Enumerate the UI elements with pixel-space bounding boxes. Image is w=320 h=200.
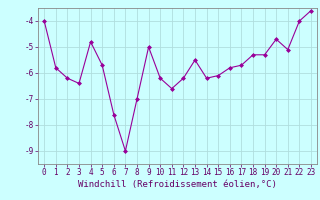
X-axis label: Windchill (Refroidissement éolien,°C): Windchill (Refroidissement éolien,°C) [78, 180, 277, 189]
